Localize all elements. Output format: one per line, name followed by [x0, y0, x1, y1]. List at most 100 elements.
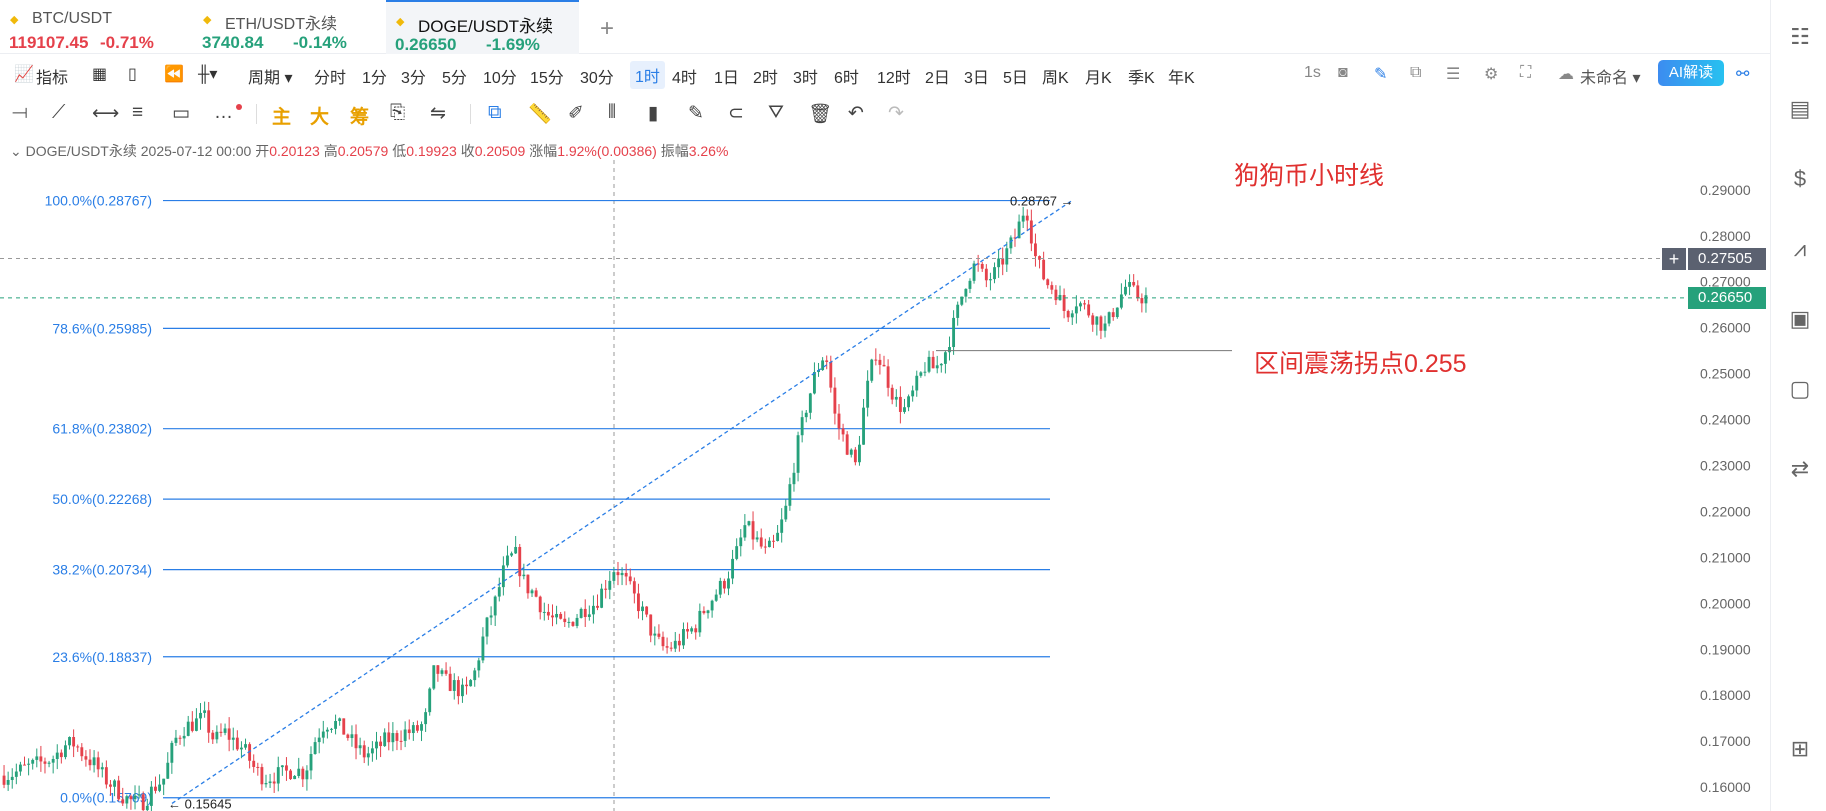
binance-icon: ◆ [396, 16, 405, 28]
brush-icon[interactable]: ✐ [568, 103, 584, 124]
share-icon[interactable]: ⚯ [1736, 66, 1750, 83]
magnet-icon[interactable]: ⊂ [728, 103, 744, 124]
period-dropdown[interactable]: 周期 ▾ [248, 70, 293, 87]
chips-button[interactable]: 筹 [350, 107, 370, 128]
range-icon[interactable]: ⟷ [92, 103, 120, 124]
rectangle-icon[interactable]: ▭ [172, 103, 190, 124]
interval-3[interactable]: 5分 [442, 70, 467, 87]
swap-icon[interactable]: ⇋ [430, 103, 446, 124]
candle-body [759, 537, 763, 547]
interval-5[interactable]: 15分 [530, 70, 564, 87]
horizontal-line-icon[interactable]: ⟞ [12, 102, 28, 123]
candle-body [637, 593, 640, 612]
compare-icon[interactable]: ⎘ [390, 102, 406, 123]
add-alert-icon[interactable]: + [1662, 247, 1686, 270]
tab-eth[interactable]: ◆ ETH/USDT永续 3740.84 -0.14% [193, 0, 386, 54]
interval-12[interactable]: 6时 [834, 70, 859, 87]
battery-icon[interactable]: ▮ [648, 103, 659, 124]
tab-doge[interactable]: ◆ DOGE/USDT永续 0.26650 -1.69% [386, 0, 579, 54]
interval-17[interactable]: 周K [1042, 70, 1069, 87]
candle-body [272, 781, 276, 784]
candle-body [1029, 220, 1033, 244]
window-icon[interactable]: ⧉ [1410, 64, 1422, 81]
candle-body [997, 258, 1001, 268]
binance-icon: ◆ [10, 14, 19, 26]
exchange-icon[interactable]: ⇄ [1790, 456, 1810, 481]
interval-10[interactable]: 2时 [753, 70, 778, 87]
candle-body [317, 737, 321, 743]
candle-body [555, 613, 559, 618]
growth-chart-icon[interactable]: ⩘ [1793, 236, 1807, 261]
interval-16[interactable]: 5日 [1003, 70, 1028, 87]
fullscreen-icon[interactable]: ⛶ [1520, 64, 1532, 81]
tab-btc[interactable]: ◆ BTC/USDT 119107.45 -0.71% [0, 0, 193, 54]
pen-icon[interactable]: ✎ [1374, 66, 1388, 83]
cloud-icon[interactable]: ☁ [1558, 66, 1574, 83]
note-icon[interactable]: ✎ [688, 103, 704, 124]
candle-body [849, 449, 853, 455]
y-tick-label: 0.23000 [1700, 458, 1751, 474]
indicator-icon[interactable]: 📈 [14, 66, 34, 83]
divider [256, 104, 257, 124]
monitor-icon[interactable]: ▣ [1789, 306, 1811, 331]
trash-icon[interactable]: 🗑 [808, 104, 833, 125]
redo-icon[interactable]: ↷ [888, 103, 904, 124]
candle-body [960, 296, 964, 305]
trend-line-icon[interactable]: ⟋ [52, 102, 66, 123]
settings-icon[interactable]: ⚙ [1484, 66, 1499, 83]
candle-body [256, 766, 260, 768]
candle-body [841, 428, 845, 435]
calendar-icon[interactable]: ▦ [92, 66, 108, 83]
candle-body [972, 263, 976, 281]
list-icon[interactable]: ☰ [1446, 66, 1461, 83]
more-icon[interactable]: … [214, 102, 233, 123]
ai-analysis-button[interactable]: AI解读 [1658, 60, 1724, 86]
candles-icon[interactable]: ⫴ [608, 102, 616, 123]
panel-layout-icon[interactable]: ⊞ [1790, 736, 1810, 761]
interval-6[interactable]: 30分 [580, 70, 614, 87]
replay-icon[interactable]: ⏪ [164, 66, 184, 83]
refresh-rate[interactable]: 1s [1304, 64, 1321, 81]
fib-trend-line[interactable] [171, 200, 1073, 804]
interval-4[interactable]: 10分 [483, 70, 517, 87]
interval-11[interactable]: 3时 [793, 70, 818, 87]
interval-7[interactable]: 1时 [630, 61, 665, 89]
interval-15[interactable]: 3日 [964, 70, 989, 87]
y-tick-label: 0.26000 [1700, 320, 1751, 336]
interval-13[interactable]: 12时 [877, 70, 911, 87]
interval-8[interactable]: 4时 [672, 70, 697, 87]
main-chart-button[interactable]: 主 [272, 107, 292, 128]
candle-body [943, 352, 947, 364]
interval-9[interactable]: 1日 [714, 70, 739, 87]
candle-body [96, 757, 100, 770]
indicator-button[interactable]: 指标 [36, 70, 69, 87]
interval-1[interactable]: 1分 [362, 70, 387, 87]
etf-icon[interactable]: ▢ [1789, 376, 1811, 401]
copy-icon[interactable]: ⧉ [488, 102, 502, 123]
candle-body [84, 756, 88, 760]
add-tab-button[interactable]: + [600, 15, 615, 42]
camera-icon[interactable]: ◙ [1338, 64, 1348, 81]
undo-icon[interactable]: ↶ [848, 103, 864, 124]
interval-0[interactable]: 分时 [314, 70, 347, 87]
candle-type-icon[interactable]: ╫▾ [198, 66, 218, 83]
watchlist-icon[interactable]: ☷ [1790, 24, 1810, 49]
ruler-icon[interactable]: 📏 [528, 104, 552, 125]
collapse-icon[interactable]: ⌄ [10, 143, 22, 159]
layout-name-dropdown[interactable]: 未命名 ▾ [1580, 70, 1641, 87]
tab-price: 3740.84 [202, 33, 264, 52]
candle-body [493, 596, 497, 616]
orderbook-icon[interactable]: ▤ [1789, 96, 1811, 121]
interval-19[interactable]: 季K [1128, 70, 1155, 87]
big-order-button[interactable]: 大 [310, 107, 330, 128]
dollar-icon[interactable]: $ [1793, 166, 1807, 191]
interval-20[interactable]: 年K [1168, 70, 1195, 87]
candlestick-chart[interactable]: 0.29000 0.28000 0.27000 0.26000 0.25000 0.240… [0, 160, 1770, 811]
interval-2[interactable]: 3分 [401, 70, 426, 87]
interval-18[interactable]: 月K [1085, 70, 1112, 87]
parallel-channel-icon[interactable]: ≡ [132, 102, 144, 123]
layout-icon[interactable]: ▯ [128, 66, 137, 83]
interval-14[interactable]: 2日 [925, 70, 950, 87]
candle-body [984, 268, 988, 281]
filter-icon[interactable]: ⛛ [768, 102, 784, 123]
